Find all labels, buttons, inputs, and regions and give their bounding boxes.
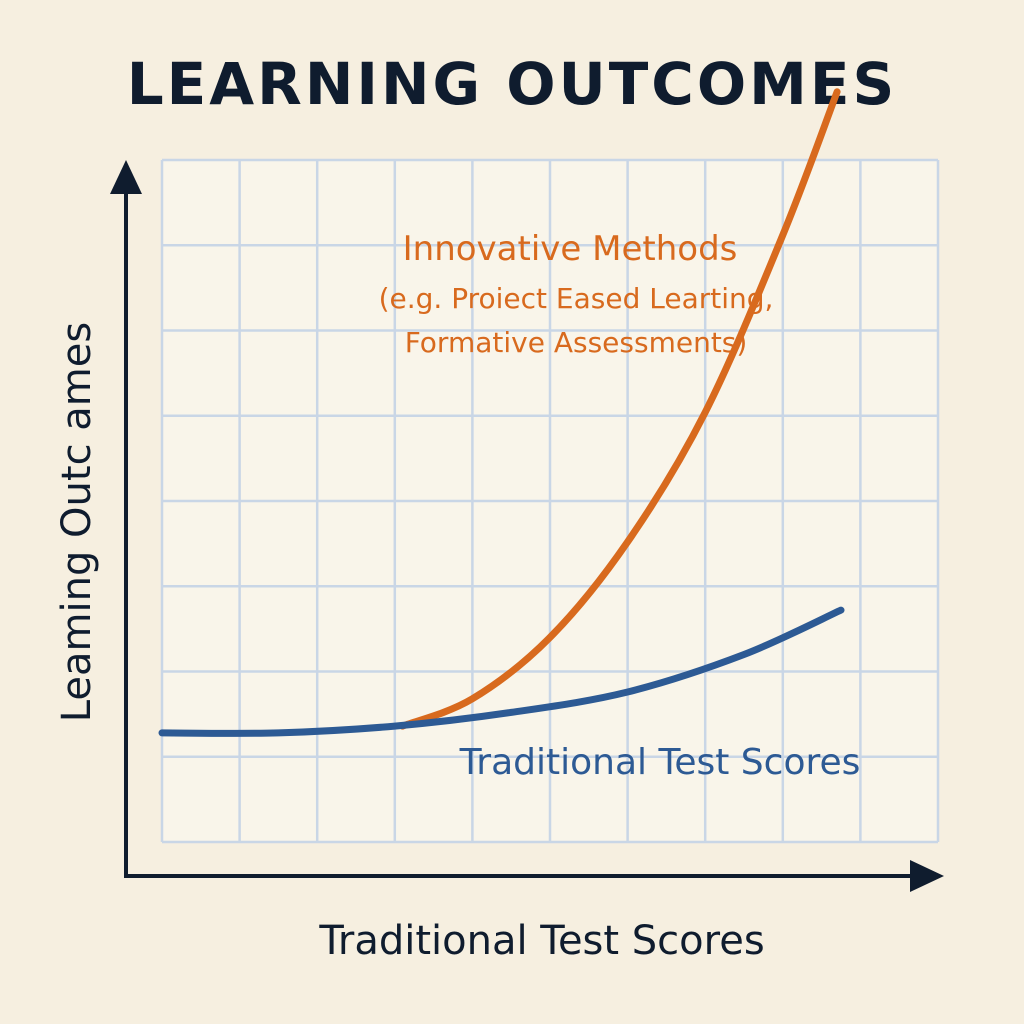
y-axis-arrow-icon [110, 160, 142, 194]
chart-title: LEARNING OUTCOMES [127, 50, 898, 118]
series-label-innovative: Innovative Methods [403, 229, 738, 269]
series-label-traditional: Traditional Test Scores [459, 742, 861, 783]
series-note-innovative-line-1: (e.g. Proiect Eased Learting, [379, 282, 774, 315]
series-note-innovative-line-2: Formative Assessments) [405, 326, 748, 359]
grid [160, 158, 940, 844]
x-axis-arrow-icon [910, 860, 944, 892]
series-line-traditional [158, 606, 845, 737]
series-layer [158, 88, 845, 737]
series-line-innovative [399, 88, 841, 730]
y-axis-label: Leaming Outc ames [54, 322, 100, 722]
x-axis-label: Traditional Test Scores [318, 918, 764, 964]
